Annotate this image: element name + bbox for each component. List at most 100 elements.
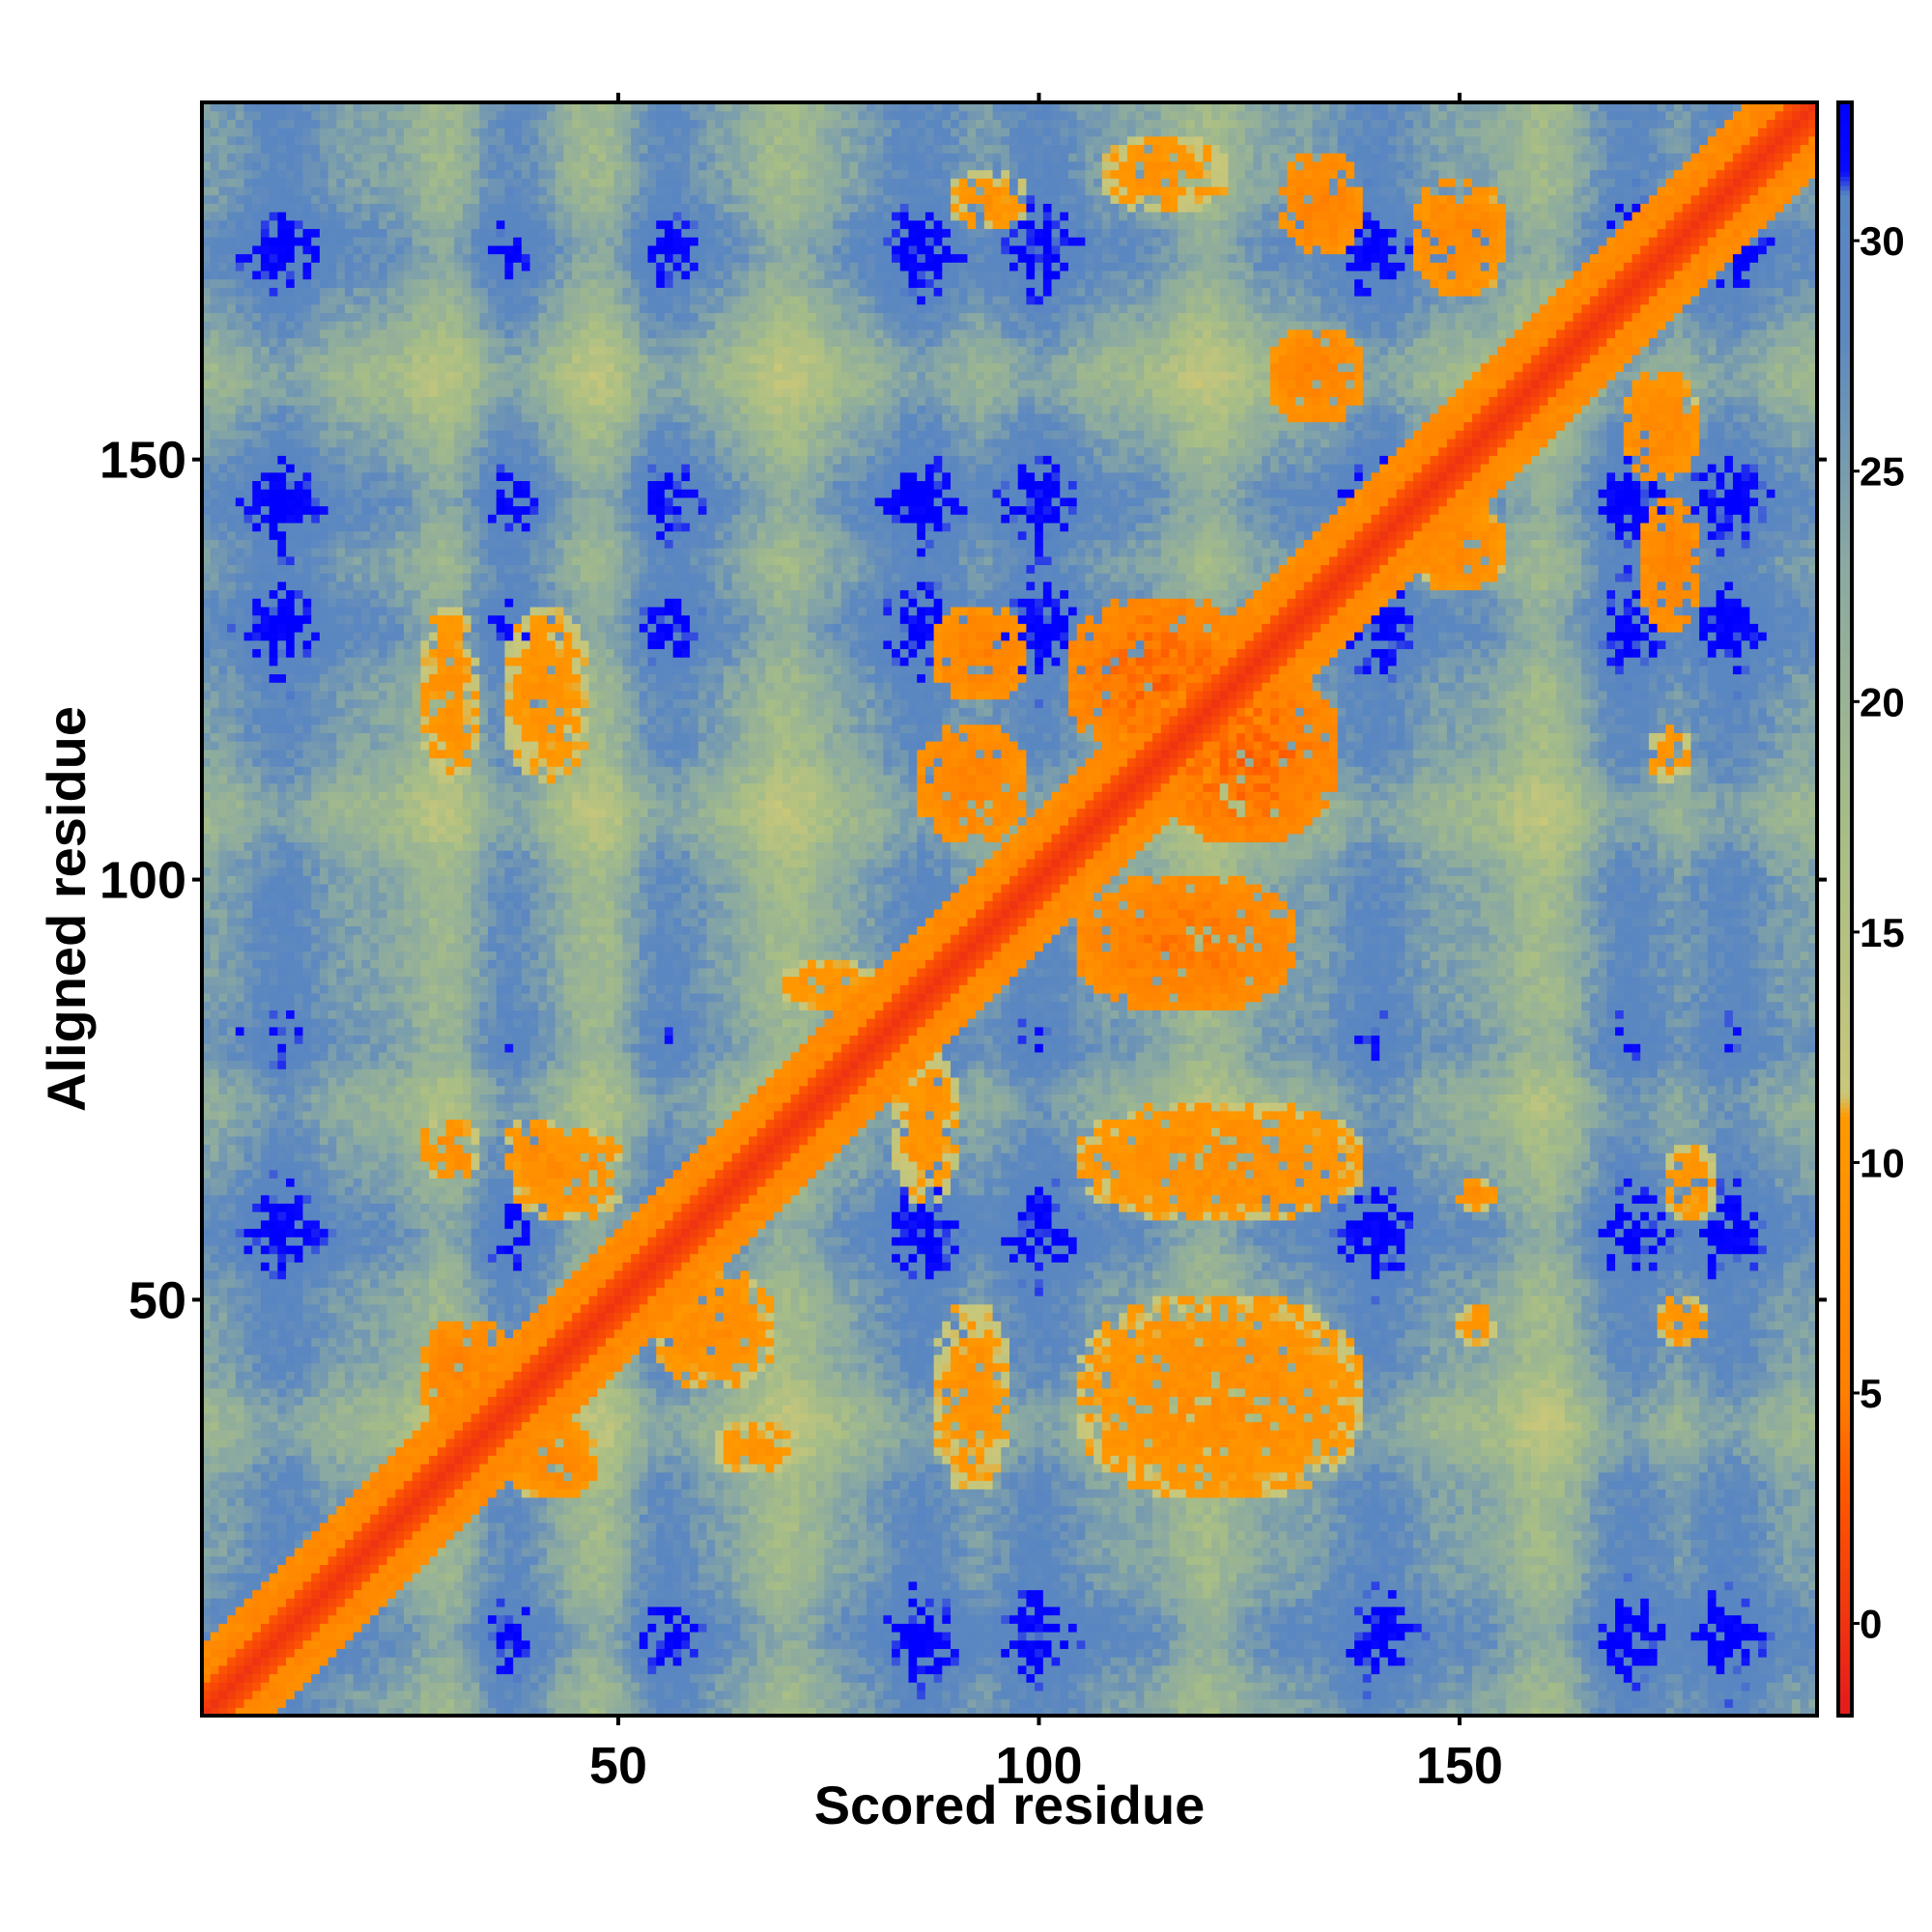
heatmap-cell [1742,1522,1750,1531]
heatmap-cell [959,1648,968,1657]
heatmap-cell [1052,1573,1061,1581]
heatmap-cell [1724,1623,1733,1632]
heatmap-cell [1632,1506,1640,1515]
heatmap-cell [1262,1606,1270,1615]
heatmap-cell [1085,1623,1094,1632]
heatmap-cell [993,1606,1002,1615]
heatmap-cell [336,1590,345,1599]
heatmap-cell [791,1623,800,1632]
heatmap-cell [1379,1506,1388,1515]
heatmap-cell [429,1606,438,1615]
heatmap-cell [1338,1640,1347,1649]
heatmap-cell [1775,1615,1783,1624]
heatmap-cell [270,1665,278,1674]
heatmap-cell [1127,1657,1136,1665]
heatmap-cell [1783,1623,1792,1632]
heatmap-cell [370,1548,379,1556]
heatmap-cell [774,1556,782,1565]
heatmap-cell [867,1665,875,1674]
heatmap-cell [1026,1514,1035,1522]
heatmap-cell [1295,1598,1304,1606]
heatmap-cell [1481,1514,1490,1522]
heatmap-cell [1674,1699,1683,1708]
heatmap-cell [833,1690,841,1699]
heatmap-cell [1733,1522,1742,1531]
heatmap-cell [227,1539,236,1548]
heatmap-cell [1775,1690,1783,1699]
heatmap-cell [1615,1682,1624,1690]
heatmap-cell [1658,1615,1666,1624]
heatmap-cell [791,1657,800,1665]
heatmap-cell [1599,1514,1607,1522]
heatmap-cell [1456,1665,1464,1674]
heatmap-cell [227,1556,236,1565]
heatmap-cell [648,1690,657,1699]
heatmap-cell [1506,1657,1515,1665]
heatmap-cell [538,1531,547,1540]
heatmap-cell [1658,1590,1675,1599]
heatmap-cell [1615,1606,1624,1615]
heatmap-cell [1270,1648,1279,1657]
heatmap-cell [799,1548,808,1556]
heatmap-cell [547,1514,555,1522]
heatmap-cell [1632,1573,1640,1581]
heatmap-cell [715,1514,724,1522]
heatmap-cell [1624,1598,1641,1606]
heatmap-cell [715,1648,724,1657]
heatmap-cell [622,1648,631,1657]
heatmap-cell [1699,1648,1708,1657]
heatmap-cell [497,1640,505,1649]
heatmap-cell [1026,1657,1035,1665]
heatmap-cell [438,1623,446,1632]
heatmap-cell [1413,1489,1422,1497]
heatmap-cell [1615,1556,1624,1565]
heatmap-cell [236,1497,244,1506]
heatmap-cell [1749,1623,1758,1632]
heatmap-cell [1136,1522,1145,1531]
heatmap-cell [387,1606,396,1615]
heatmap-cell [345,1556,354,1565]
heatmap-cell [429,1489,438,1497]
heatmap-cell [1119,1497,1127,1506]
heatmap-cell [227,1657,236,1665]
heatmap-cell [236,1606,244,1615]
heatmap-cell [1287,1522,1295,1531]
heatmap-cell [1632,1657,1640,1665]
heatmap-cell [799,1690,808,1699]
heatmap-cell [1742,1506,1750,1515]
heatmap-cell [1674,1581,1683,1590]
heatmap-cell [665,1657,673,1665]
heatmap-cell [1397,1497,1406,1506]
heatmap-cell [1463,1522,1472,1531]
heatmap-cell [740,1489,749,1497]
heatmap-cell [1581,1564,1590,1573]
heatmap-cell [497,1623,505,1632]
heatmap-cell [1522,1674,1531,1683]
heatmap-cell [639,1657,648,1665]
heatmap-cell [446,1522,455,1531]
heatmap-cell [648,1657,657,1665]
heatmap-cell [277,1489,286,1497]
heatmap-cell [1077,1556,1086,1565]
heatmap-cell [303,1573,312,1581]
heatmap-cell [1035,1640,1052,1649]
heatmap-cell [665,1581,673,1590]
heatmap-cell [218,1674,227,1683]
heatmap-cell [438,1548,446,1556]
heatmap-cell [1481,1539,1490,1548]
heatmap-cell [622,1606,631,1615]
heatmap-cell [505,1489,514,1497]
heatmap-cell [1236,1581,1245,1590]
heatmap-cell [438,1606,446,1615]
heatmap-cell [354,1657,362,1665]
heatmap-cell [429,1590,438,1599]
heatmap-cell [218,1598,227,1606]
heatmap-cell [967,1548,976,1556]
heatmap-cell [1152,1674,1161,1683]
heatmap-cell [858,1648,875,1657]
heatmap-cell [1379,1489,1388,1497]
heatmap-cell [454,1590,463,1599]
heatmap-cell [1228,1640,1236,1649]
heatmap-cell [1295,1615,1304,1624]
heatmap-cell [1018,1623,1027,1632]
